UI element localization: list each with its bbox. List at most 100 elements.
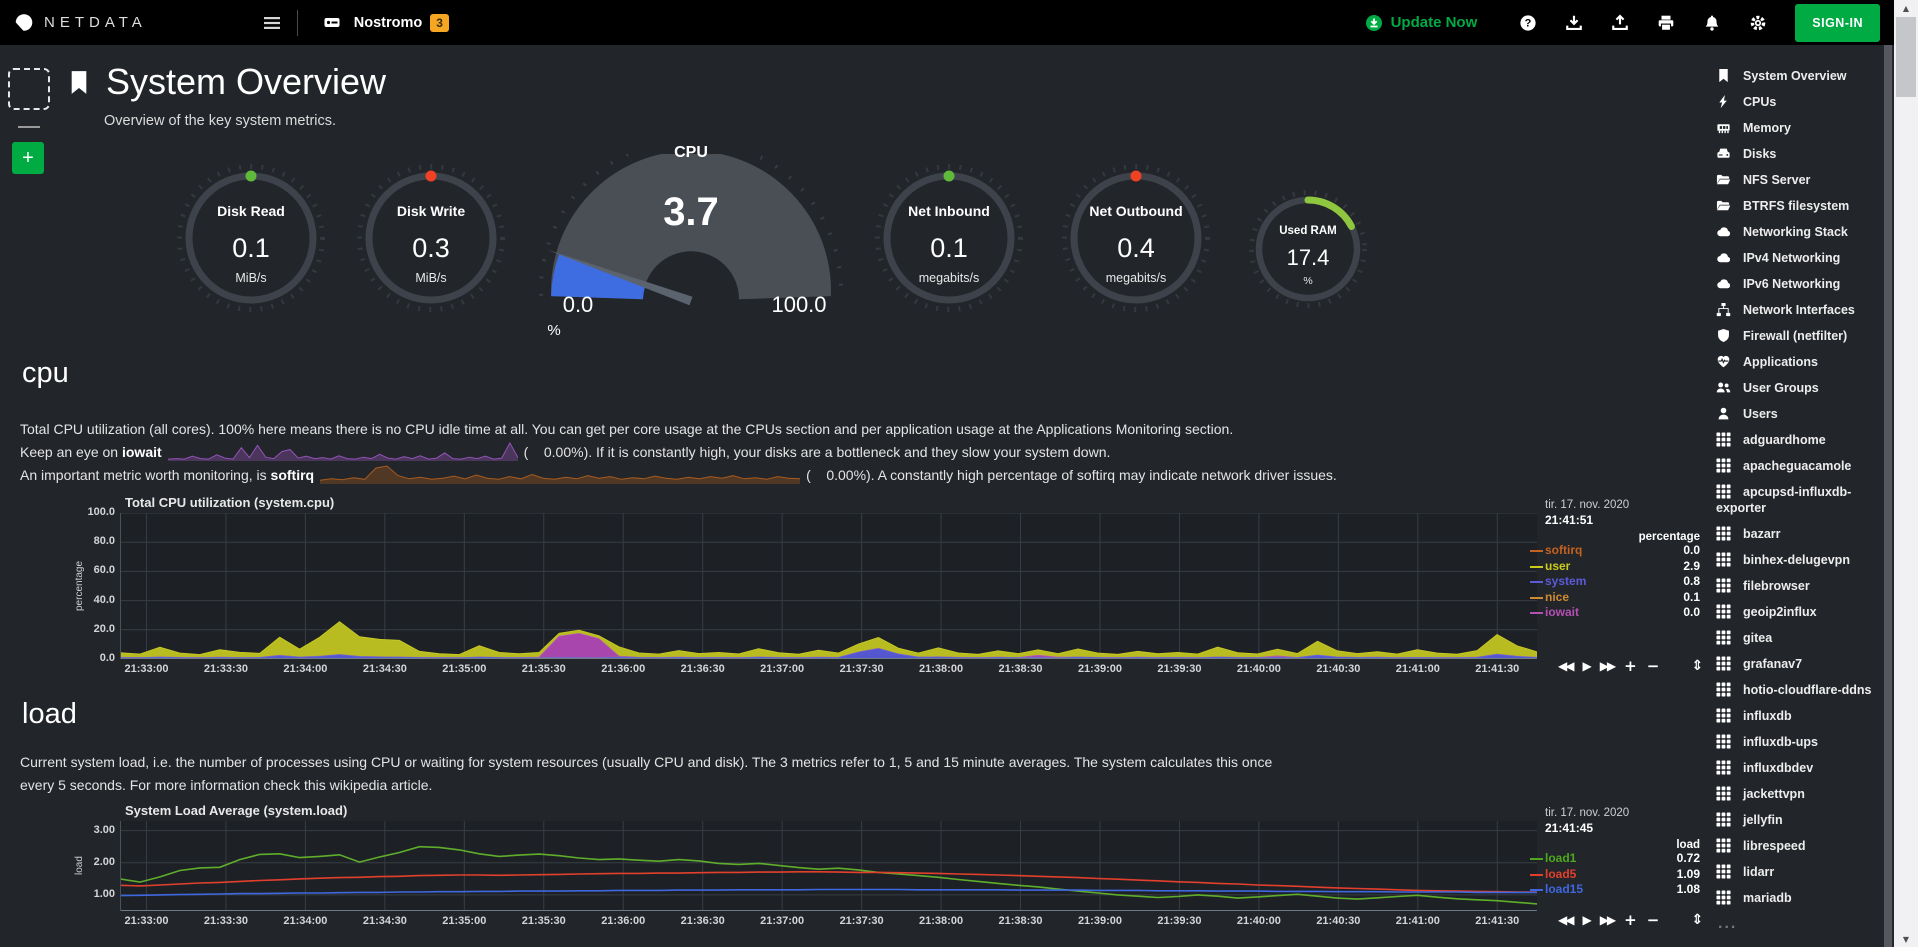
chart-toolbar-pan-forward-icon[interactable]: ▶▶ [1599,659,1617,673]
sidebar-item-librespeed[interactable]: librespeed [1700,833,1884,859]
sidebar-item-lidarr[interactable]: lidarr [1700,859,1884,885]
legend-series-name[interactable]: system [1545,574,1587,588]
legend-series-row[interactable]: load15 1.08 [1530,882,1700,898]
legend-series-row[interactable]: user 2.9 [1530,558,1700,575]
sidebar-item-network-interfaces[interactable]: Network Interfaces [1700,297,1884,323]
chart-toolbar-pan-forward-icon[interactable]: ▶▶ [1599,913,1617,927]
chart-toolbar-play-icon[interactable]: ▶ [1582,913,1591,927]
chart-toolbar-zoom-in-icon[interactable]: + [1624,911,1637,929]
sidebar-item-bazarr[interactable]: bazarr [1700,521,1884,547]
sidebar-item-grafanav7[interactable]: grafanav7 [1700,651,1884,677]
import-snapshot-icon[interactable] [1565,14,1583,32]
gauge-net-outbound[interactable]: Net Outbound 0.4 megabits/s [1061,163,1211,313]
sidebar-item-disks[interactable]: Disks [1700,141,1884,167]
help-icon[interactable] [1519,14,1537,32]
sidebar-item-gitea[interactable]: gitea [1700,625,1884,651]
sidebar-item-geoip2influx[interactable]: geoip2influx [1700,599,1884,625]
alarms-bell-icon[interactable] [1703,14,1721,32]
chart-plot-area[interactable] [120,821,1537,911]
iowait-sparkline[interactable] [167,441,518,461]
sidebar-item-label: Users [1743,407,1778,421]
legend-series-name[interactable]: iowait [1545,605,1580,619]
sidebar-item-hotio-cloudflare-ddns[interactable]: hotio-cloudflare-ddns [1700,677,1884,703]
scroll-down-arrow[interactable]: ▼ [1902,934,1910,944]
sidebar-item-cpus[interactable]: CPUs [1700,89,1884,115]
legend-series-name[interactable]: load5 [1545,866,1577,881]
chart-plot-area[interactable] [120,513,1537,659]
chart-toolbar-pan-backward-icon[interactable]: ◀◀ [1558,913,1575,927]
chart-toolbar-play-icon[interactable]: ▶ [1582,659,1591,673]
legend-series-value: 1.09 [1676,866,1700,881]
export-snapshot-icon[interactable] [1611,14,1629,32]
sidebar-item-ipv4-networking[interactable]: IPv4 Networking [1700,245,1884,271]
legend-series-name[interactable]: load15 [1545,882,1584,896]
sidebar-item-mariadb[interactable]: mariadb [1700,885,1884,911]
sidebar-item-binhex-delugevpn[interactable]: binhex-delugevpn [1700,547,1884,573]
gauge-cpu[interactable]: CPU 3.7 0.0 100.0 % [536,142,846,348]
softirq-sparkline[interactable] [320,464,801,484]
sidebar-item-btrfs-filesystem[interactable]: BTRFS filesystem [1700,193,1884,219]
legend-series-row[interactable]: iowait 0.0 [1530,605,1700,621]
update-now-button[interactable]: Update Now [1365,14,1477,32]
chart-resize-handle-icon[interactable]: ⇕ [1691,912,1704,928]
x-tick-label: 21:38:00 [919,663,964,675]
legend-series-name[interactable]: user [1545,558,1571,573]
sidebar-item-user-groups[interactable]: User Groups [1700,375,1884,401]
gauge-net-inbound[interactable]: Net Inbound 0.1 megabits/s [874,163,1024,313]
legend-series-row[interactable]: load5 1.09 [1530,866,1700,883]
scroll-up-arrow[interactable]: ▲ [1902,3,1910,13]
chart-toolbar-pan-backward-icon[interactable]: ◀◀ [1558,659,1575,673]
gauge-disk-read[interactable]: Disk Read 0.1 MiB/s [176,163,326,313]
gauge-max: 100.0 [771,292,827,317]
host-badge[interactable]: 3 [430,13,449,32]
sidebar-item-memory[interactable]: Memory [1700,115,1884,141]
gauge-used-ram[interactable]: Used RAM 17.4 % [1248,189,1368,309]
browser-scrollbar[interactable]: ▲ ▼ [1894,0,1918,947]
sidebar-item-jellyfin[interactable]: jellyfin [1700,807,1884,833]
netdata-logo-icon [12,12,34,34]
sidebar-item-applications[interactable]: Applications [1700,349,1884,375]
sidebar-item-firewall-netfilter[interactable]: Firewall (netfilter) [1700,323,1884,349]
sidebar-item-apcupsd-influxdb-exporter[interactable]: apcupsd-influxdb-exporter [1700,479,1884,521]
chart-toolbar-zoom-in-icon[interactable]: + [1624,657,1637,675]
sidebar-item-users[interactable]: Users [1700,401,1884,427]
sidebar-scrollbar[interactable] [1884,45,1892,947]
sidebar-item-jackettvpn[interactable]: jackettvpn [1700,781,1884,807]
legend-series-row[interactable]: load1 0.72 [1530,851,1700,867]
chart-resize-handle-icon[interactable]: ⇕ [1691,658,1704,674]
sidebar-item-filebrowser[interactable]: filebrowser [1700,573,1884,599]
gauge-disk-write[interactable]: Disk Write 0.3 MiB/s [356,163,506,313]
host-selector[interactable]: Nostromo 3 [324,13,449,32]
sidebar-item-nfs-server[interactable]: NFS Server [1700,167,1884,193]
x-tick-label: 21:36:30 [680,915,725,927]
legend-series-name[interactable]: nice [1545,589,1570,604]
sign-in-button[interactable]: SIGN-IN [1795,3,1880,42]
sidebar-item-influxdb[interactable]: influxdb [1700,703,1884,729]
sidebar-item-label: mariadb [1743,891,1792,905]
legend-series-marker [1530,858,1543,860]
sidebar-item-adguardhome[interactable]: adguardhome [1700,427,1884,453]
print-icon[interactable] [1657,14,1675,32]
highlight-selection-box[interactable] [8,68,50,110]
add-chart-button[interactable]: + [12,142,44,174]
sidebar-item-apacheguacamole[interactable]: apacheguacamole [1700,453,1884,479]
hamburger-menu-icon[interactable] [259,12,285,34]
chart-toolbar-zoom-out-icon[interactable]: − [1646,657,1660,675]
sidebar-item-system-overview[interactable]: System Overview [1700,63,1884,89]
sidebar-item-ipv6-networking[interactable]: IPv6 Networking [1700,271,1884,297]
host-name[interactable]: Nostromo [353,14,423,31]
settings-gear-icon[interactable] [1749,14,1767,32]
sidebar-item-networking-stack[interactable]: Networking Stack [1700,219,1884,245]
legend-series-name[interactable]: load1 [1545,851,1577,865]
sidebar-item-label: System Overview [1743,69,1847,83]
chart-toolbar-zoom-out-icon[interactable]: − [1646,911,1660,929]
cpu-desc-line1: Total CPU utilization (all cores). 100% … [20,421,1234,437]
sidebar-item-influxdbdev[interactable]: influxdbdev [1700,755,1884,781]
legend-series-row[interactable]: nice 0.1 [1530,589,1700,606]
y-tick-label: 100.0 [87,506,115,518]
sidebar-item-influxdb-ups[interactable]: influxdb-ups [1700,729,1884,755]
legend-series-row[interactable]: softirq 0.0 [1530,543,1700,559]
scrollbar-thumb[interactable] [1896,17,1916,97]
legend-series-name[interactable]: softirq [1545,543,1583,557]
legend-series-row[interactable]: system 0.8 [1530,574,1700,590]
